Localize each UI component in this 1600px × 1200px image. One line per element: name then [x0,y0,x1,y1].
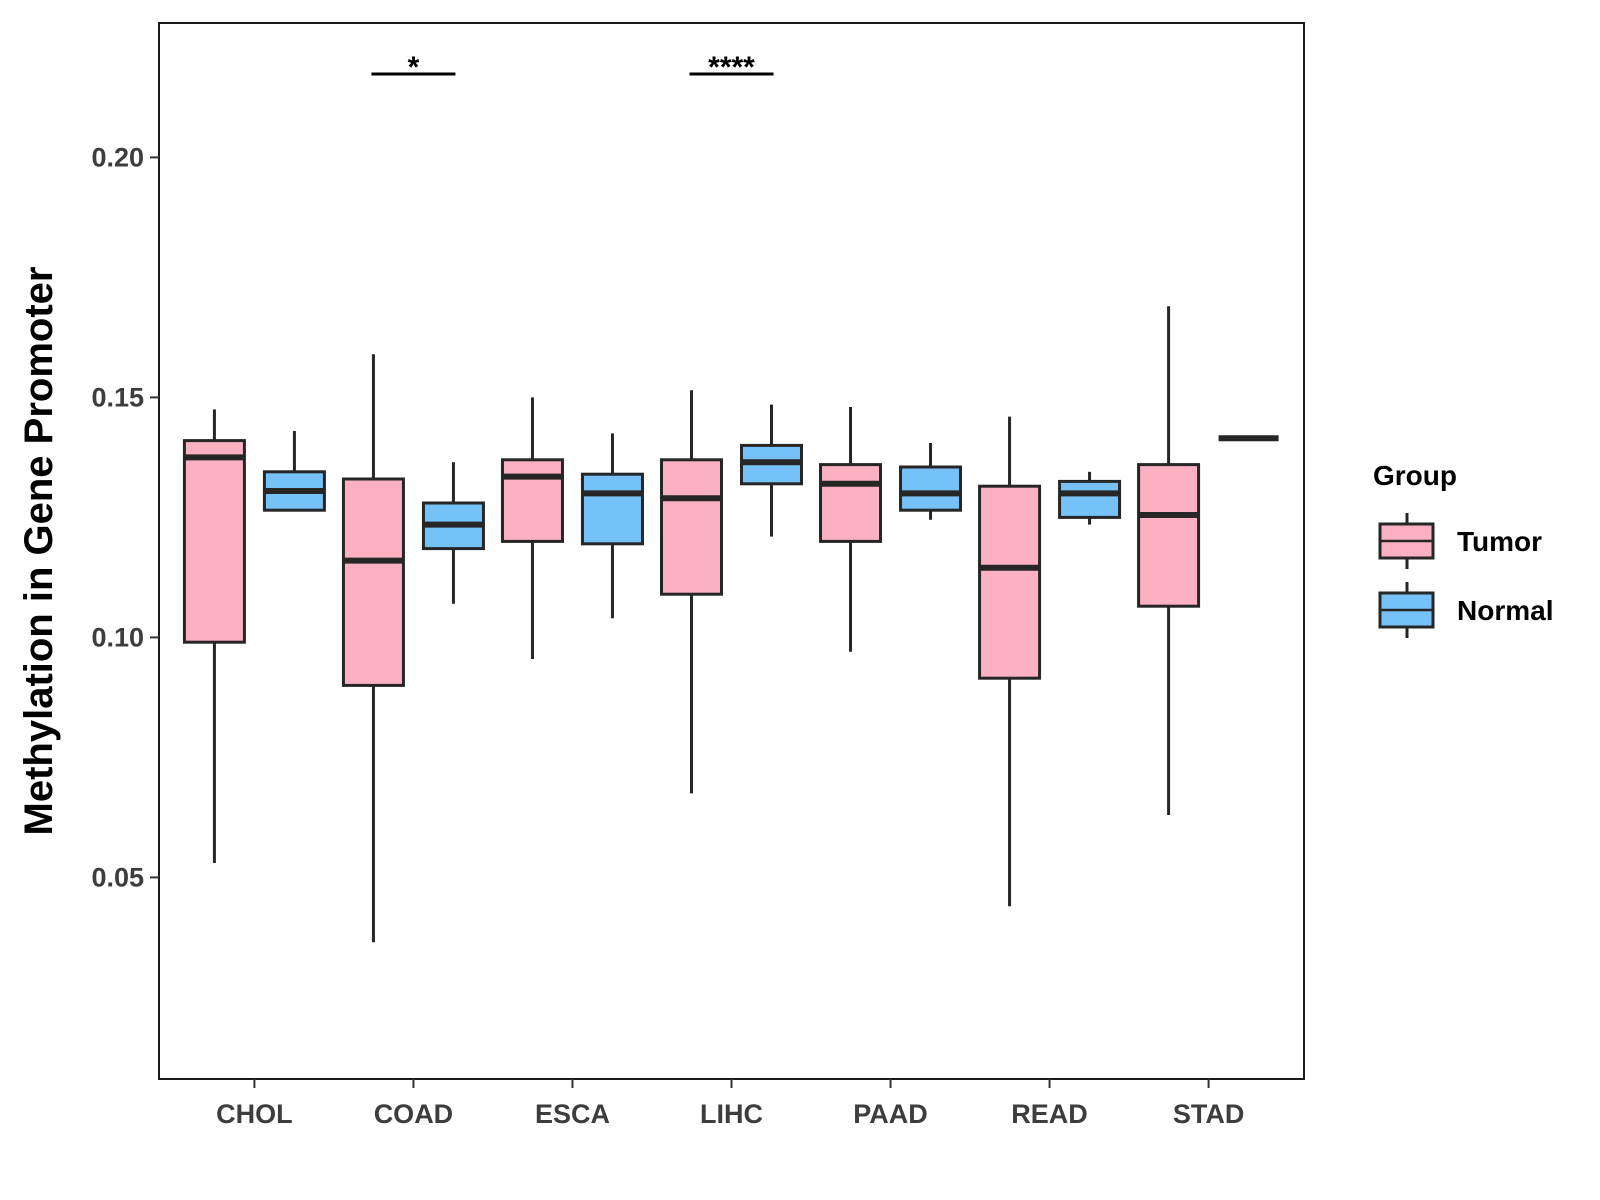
box-body [580,472,644,546]
box-body [500,458,564,543]
legend-label: Normal [1457,595,1553,626]
box-body [978,484,1042,680]
y-tick-label: 0.10 [91,622,144,652]
significance-label: **** [708,51,755,84]
box-tumor-esca [500,397,564,659]
box-tumor-lihc [660,390,723,794]
box-tumor-paad [819,407,883,652]
box-tumor-read [978,416,1042,907]
legend: Group Tumor Normal [1373,460,1553,638]
box-body [819,463,883,543]
box-body [1137,463,1201,608]
box-groups [182,306,1279,943]
box-body [341,477,405,687]
y-tick-label: 0.05 [91,862,144,892]
legend-entry-normal: Normal [1378,582,1553,638]
box-normal-chol [262,431,326,512]
legend-title: Group [1373,460,1457,491]
box-body [660,458,723,596]
box-body [182,439,246,644]
legend-label: Tumor [1457,526,1542,557]
y-tick-label: 0.20 [91,142,144,172]
x-axis: CHOL COAD ESCA LIHC PAAD READ STAD [216,1079,1244,1129]
box-tumor-chol [182,409,246,863]
box-normal-esca [580,433,644,619]
box-body [899,465,963,512]
box-normal-paad [899,443,963,520]
box-tumor-coad [341,354,405,943]
x-tick-label: READ [1011,1099,1088,1129]
significance-annotations: * **** [371,51,774,84]
y-tick-label: 0.15 [91,382,144,412]
box-normal-lihc [740,404,803,537]
x-tick-label: COAD [374,1099,454,1129]
y-axis-title: Methylation in Gene Promoter [17,267,61,836]
box-normal-read [1058,471,1122,525]
significance-label: * [408,51,420,84]
x-tick-label: STAD [1173,1099,1245,1129]
x-tick-label: CHOL [216,1099,293,1129]
y-axis: 0.05 0.10 0.15 0.20 [91,142,159,892]
x-tick-label: ESCA [535,1099,610,1129]
legend-entry-tumor: Tumor [1378,513,1542,569]
x-tick-label: LIHC [700,1099,763,1129]
plot-panel [158,22,1305,1080]
box-tumor-stad [1137,306,1201,815]
box-normal-coad [421,462,485,604]
x-tick-label: PAAD [853,1099,928,1129]
box-body [1058,479,1122,519]
